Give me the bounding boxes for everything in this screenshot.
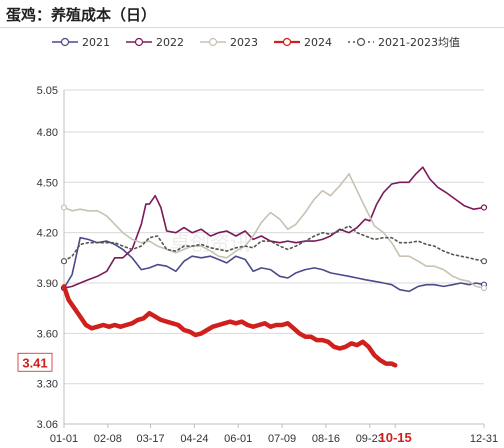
grid-lines bbox=[63, 89, 484, 425]
x-tick-label: 09-23 bbox=[356, 433, 384, 445]
x-tick-label: 02-08 bbox=[94, 433, 122, 445]
series-line-2022 bbox=[63, 166, 485, 289]
y-tick-label: 3.90 bbox=[37, 278, 58, 290]
x-tick-label: 01-01 bbox=[50, 433, 78, 445]
series-line-2023 bbox=[63, 173, 485, 289]
series-end-marker bbox=[480, 284, 488, 292]
x-tick-label: 04-24 bbox=[180, 433, 208, 445]
x-tick-label-highlight: 10-15 bbox=[379, 430, 412, 445]
legend-label: 2024 bbox=[304, 36, 332, 49]
last-value-box bbox=[17, 352, 53, 372]
series-line-2024 bbox=[61, 284, 398, 368]
y-tick-label: 4.80 bbox=[37, 127, 58, 139]
x-tick-label: 08-16 bbox=[312, 433, 340, 445]
legend-marker bbox=[208, 37, 218, 47]
y-tick-label: 3.06 bbox=[37, 419, 58, 431]
legend-marker bbox=[134, 37, 144, 47]
legend-label: 2021 bbox=[82, 36, 110, 49]
x-axis-ticks: 01-01 02-08 03-17 04-24 06-01 07-09 08-16 09-23… bbox=[50, 424, 498, 445]
legend-label: 2022 bbox=[156, 36, 184, 49]
y-tick-label: 3.30 bbox=[37, 379, 58, 391]
y-tick-label: 5.05 bbox=[37, 85, 58, 97]
y-tick-label: 3.60 bbox=[37, 328, 58, 340]
legend-label: 2023 bbox=[230, 36, 258, 49]
legend: 2021 2022 2023 2024 2021-2023均值 bbox=[52, 36, 460, 49]
legend-marker bbox=[60, 37, 70, 47]
legend-label: 2021-2023均值 bbox=[378, 36, 460, 49]
series-end-marker bbox=[480, 258, 488, 265]
x-tick-label: 07-09 bbox=[268, 433, 296, 445]
annotations: 3.41 bbox=[17, 352, 53, 372]
legend-marker bbox=[282, 37, 292, 47]
series-line-2021 bbox=[63, 236, 485, 293]
y-tick-label: 4.20 bbox=[37, 228, 58, 240]
last-value-label: 3.41 bbox=[22, 355, 47, 370]
x-tick-label: 06-01 bbox=[224, 433, 252, 445]
chart-title: 蛋鸡：养殖成本（日） bbox=[6, 6, 157, 24]
series-end-marker bbox=[480, 204, 488, 211]
series-lines bbox=[60, 166, 488, 368]
y-axis-ticks: 3.06 3.30 3.60 3.90 4.20 4.50 4.80 5.05 bbox=[37, 85, 58, 431]
series-start-marker bbox=[60, 258, 68, 265]
series-start-marker bbox=[60, 204, 68, 211]
x-tick-label: 12-31 bbox=[470, 433, 498, 445]
legend-marker bbox=[356, 37, 366, 47]
x-tick-label: 03-17 bbox=[136, 433, 164, 445]
y-tick-label: 4.50 bbox=[37, 177, 58, 189]
series-line-2021-2023均值 bbox=[63, 225, 485, 263]
